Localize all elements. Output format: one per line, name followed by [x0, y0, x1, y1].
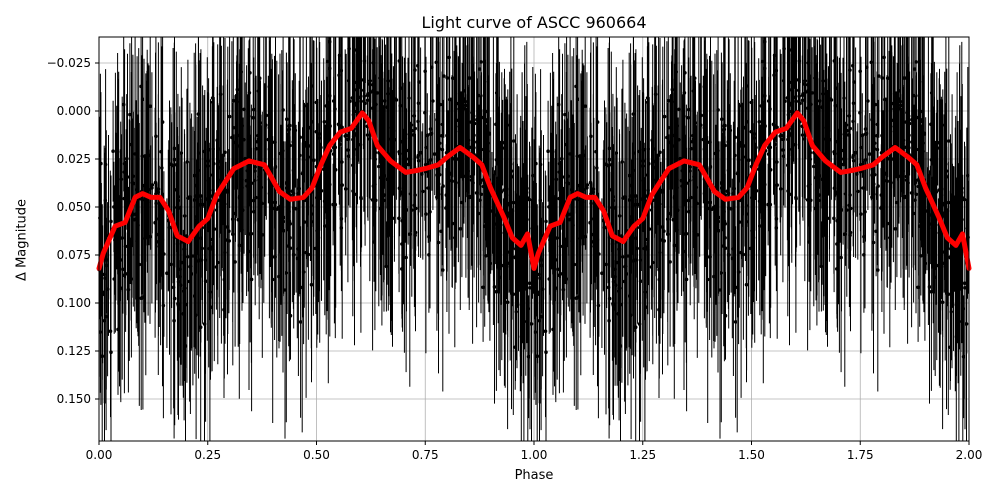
x-axis-label: Phase — [514, 468, 554, 483]
svg-text:0.50: 0.50 — [303, 448, 330, 462]
model-curve — [96, 110, 972, 271]
svg-text:0.00: 0.00 — [86, 448, 113, 462]
svg-text:1.75: 1.75 — [847, 448, 874, 462]
svg-text:0.000: 0.000 — [57, 104, 91, 118]
svg-text:0.075: 0.075 — [57, 248, 91, 262]
svg-text:−0.025: −0.025 — [47, 56, 91, 70]
svg-text:0.75: 0.75 — [412, 448, 439, 462]
svg-text:1.50: 1.50 — [738, 448, 765, 462]
x-axis-ticks: 0.00 0.25 0.50 0.75 1.00 1.25 1.50 1.75 2.00 — [86, 441, 983, 462]
svg-text:0.25: 0.25 — [194, 448, 221, 462]
y-axis-label: Δ Magnitude — [14, 199, 30, 281]
svg-text:1.25: 1.25 — [629, 448, 656, 462]
svg-text:0.100: 0.100 — [57, 296, 91, 310]
observation-points — [97, 37, 970, 441]
svg-text:0.050: 0.050 — [57, 200, 91, 214]
svg-text:1.00: 1.00 — [521, 448, 548, 462]
chart-title: Light curve of ASCC 960664 — [421, 13, 647, 32]
svg-text:0.125: 0.125 — [57, 344, 91, 358]
svg-text:0.150: 0.150 — [57, 392, 91, 406]
svg-text:2.00: 2.00 — [956, 448, 983, 462]
y-axis-ticks: −0.025 0.000 0.025 0.050 0.075 0.100 0.125 0.15… — [47, 56, 99, 406]
svg-text:0.025: 0.025 — [57, 152, 91, 166]
